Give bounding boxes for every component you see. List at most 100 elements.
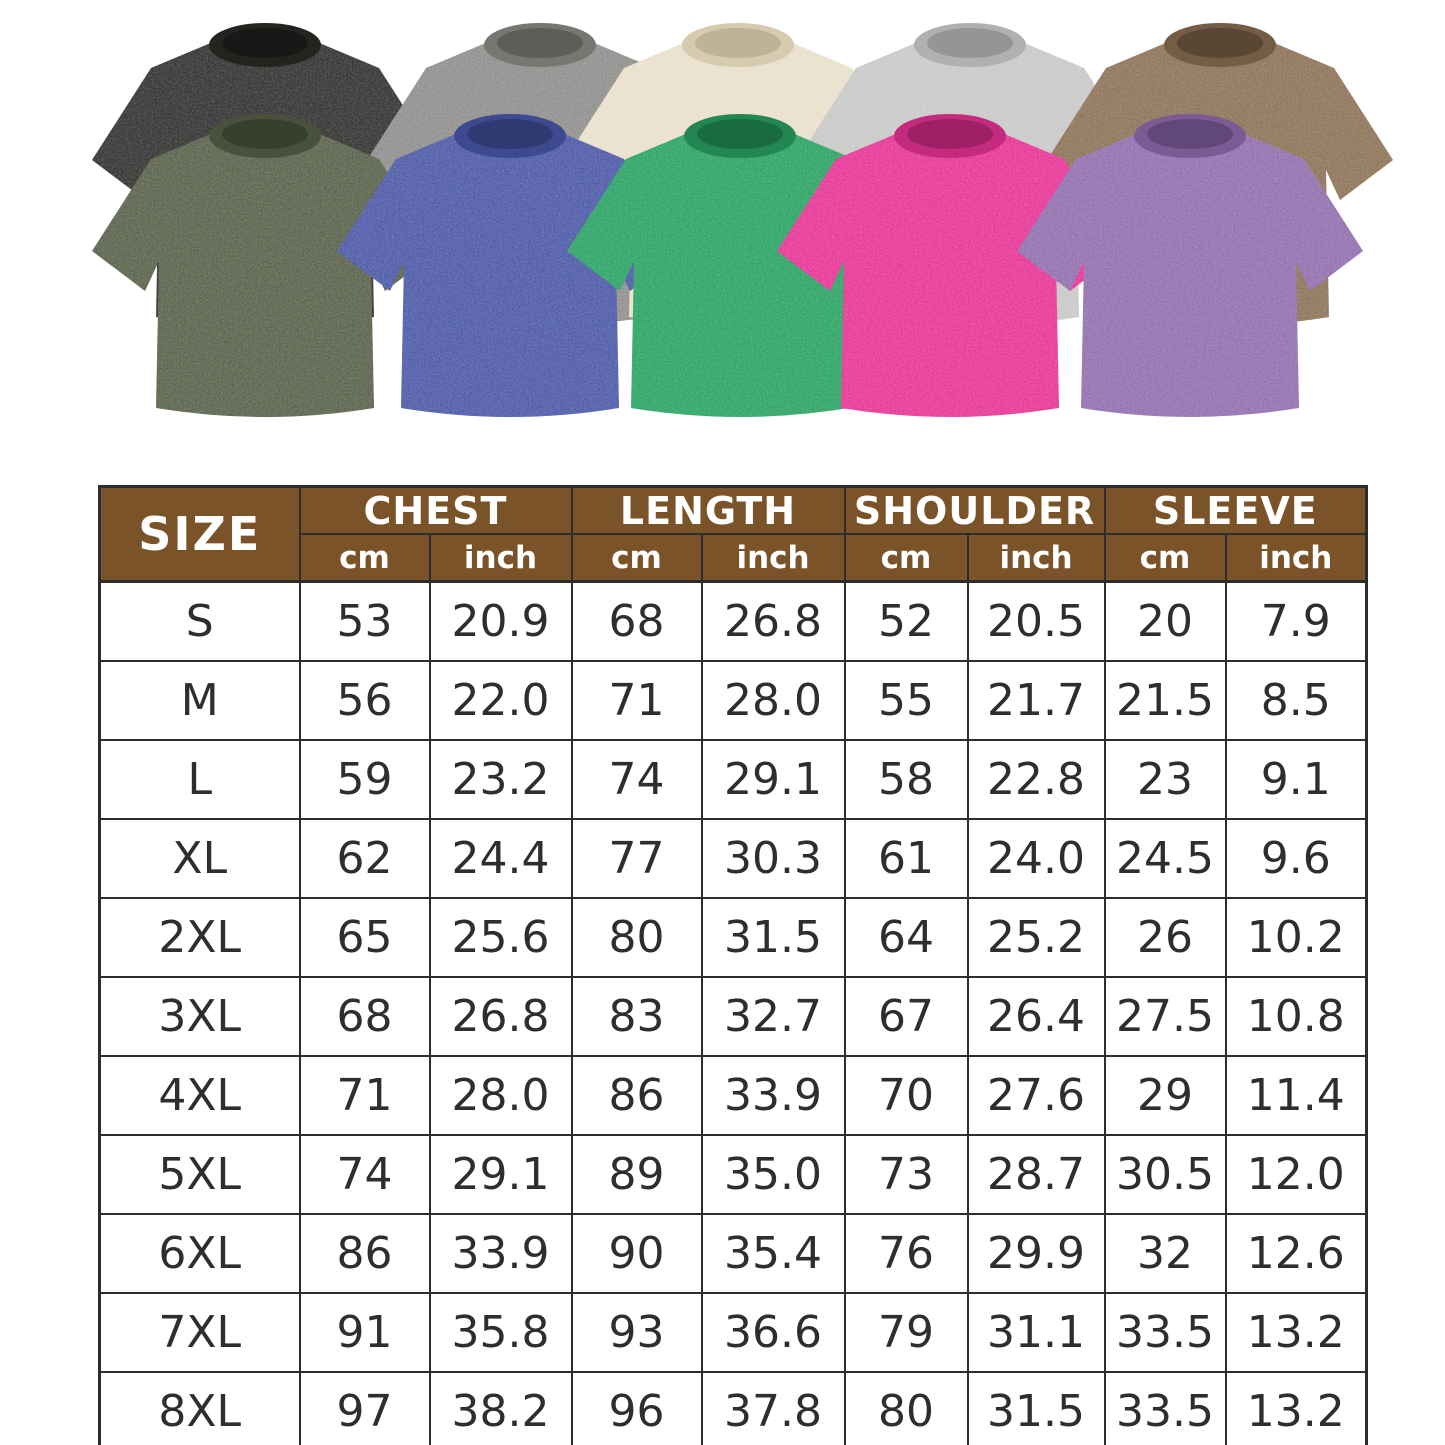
cell-L-shoulder-inch: 22.8 [966,739,1106,820]
size-row-M: M 56 22.0 71 28.0 55 21.7 21.5 8.5 [98,660,1368,741]
cell-4XL-shoulder-cm: 70 [843,1055,969,1136]
header-sleeve: SLEEVE [1103,485,1368,535]
size-label-6XL: 6XL [98,1213,301,1294]
cell-7XL-sleeve-cm: 33.5 [1103,1292,1227,1373]
cell-XL-chest-cm: 62 [298,818,431,899]
tshirt-graphic-washed-black [92,23,438,326]
cell-3XL-length-inch: 32.7 [700,976,846,1057]
cell-S-shoulder-inch: 20.5 [966,580,1106,662]
cell-8XL-shoulder-cm: 80 [843,1371,969,1445]
header-group-row: SIZE CHEST LENGTH SHOULDER SLEEVE [98,485,1368,583]
cell-8XL-chest-inch: 38.2 [428,1371,573,1445]
cell-L-length-inch: 29.1 [700,739,846,820]
cell-S-shoulder-cm: 52 [843,580,969,662]
cell-S-sleeve-inch: 7.9 [1224,580,1368,662]
cell-4XL-chest-cm: 71 [298,1055,431,1136]
cell-2XL-length-cm: 80 [570,897,703,978]
size-chart: SIZE CHEST LENGTH SHOULDER SLEEVE cm inc… [98,485,1369,1445]
size-label-3XL: 3XL [98,976,301,1057]
cell-7XL-chest-inch: 35.8 [428,1292,573,1373]
cell-6XL-length-cm: 90 [570,1213,703,1294]
size-row-6XL: 6XL 86 33.9 90 35.4 76 29.9 32 12.6 [98,1213,1368,1294]
tshirt-gallery [0,0,1445,480]
cell-2XL-sleeve-cm: 26 [1103,897,1227,978]
cell-7XL-sleeve-inch: 13.2 [1224,1292,1368,1373]
header-chest-inch: inch [428,533,573,583]
size-row-4XL: 4XL 71 28.0 86 33.9 70 27.6 29 11.4 [98,1055,1368,1136]
cell-3XL-chest-cm: 68 [298,976,431,1057]
tshirt-graphic-washed-blue [337,114,683,417]
cell-XL-length-cm: 77 [570,818,703,899]
cell-8XL-length-inch: 37.8 [700,1371,846,1445]
size-label-S: S [98,580,301,662]
tshirt-washed-green [560,103,920,439]
cell-3XL-length-cm: 83 [570,976,703,1057]
cell-5XL-chest-cm: 74 [298,1134,431,1215]
cell-5XL-sleeve-inch: 12.0 [1224,1134,1368,1215]
cell-M-shoulder-cm: 55 [843,660,969,741]
cell-M-length-cm: 71 [570,660,703,741]
tshirt-graphic-washed-hot-pink [777,114,1123,417]
cell-M-chest-cm: 56 [298,660,431,741]
tshirt-washed-blue [330,103,690,439]
tshirt-graphic-washed-green [567,114,913,417]
cell-8XL-sleeve-cm: 33.5 [1103,1371,1227,1445]
tshirt-washed-brown [1040,12,1400,348]
cell-M-sleeve-cm: 21.5 [1103,660,1227,741]
header-shoulder-inch: inch [966,533,1106,583]
size-row-3XL: 3XL 68 26.8 83 32.7 67 26.4 27.5 10.8 [98,976,1368,1057]
cell-XL-chest-inch: 24.4 [428,818,573,899]
cell-L-length-cm: 74 [570,739,703,820]
cell-L-chest-cm: 59 [298,739,431,820]
cell-XL-sleeve-inch: 9.6 [1224,818,1368,899]
cell-7XL-length-inch: 36.6 [700,1292,846,1373]
cell-L-sleeve-cm: 23 [1103,739,1227,820]
cell-M-length-inch: 28.0 [700,660,846,741]
header-size: SIZE [98,485,301,583]
header-shoulder-cm: cm [843,533,969,583]
cell-5XL-shoulder-cm: 73 [843,1134,969,1215]
header-length-inch: inch [700,533,846,583]
size-label-M: M [98,660,301,741]
tshirt-washed-black [85,12,445,348]
tshirt-graphic-washed-brown [1047,23,1393,326]
cell-3XL-chest-inch: 26.8 [428,976,573,1057]
cell-4XL-sleeve-cm: 29 [1103,1055,1227,1136]
cell-8XL-shoulder-inch: 31.5 [966,1371,1106,1445]
tshirt-washed-cream [558,12,918,348]
size-row-S: S 53 20.9 68 26.8 52 20.5 20 7.9 [98,580,1368,662]
cell-4XL-sleeve-inch: 11.4 [1224,1055,1368,1136]
cell-M-shoulder-inch: 21.7 [966,660,1106,741]
size-row-L: L 59 23.2 74 29.1 58 22.8 23 9.1 [98,739,1368,820]
tshirt-washed-purple [1010,103,1370,439]
size-row-XL: XL 62 24.4 77 30.3 61 24.0 24.5 9.6 [98,818,1368,899]
cell-3XL-sleeve-cm: 27.5 [1103,976,1227,1057]
tshirt-washed-light-gray [790,12,1150,348]
tshirt-graphic-washed-cream [565,23,911,326]
header-length: LENGTH [570,485,846,535]
cell-2XL-length-inch: 31.5 [700,897,846,978]
size-label-5XL: 5XL [98,1134,301,1215]
cell-7XL-length-cm: 93 [570,1292,703,1373]
cell-L-sleeve-inch: 9.1 [1224,739,1368,820]
cell-4XL-length-inch: 33.9 [700,1055,846,1136]
cell-8XL-sleeve-inch: 13.2 [1224,1371,1368,1445]
header-units-row: cm inch cm inch cm inch cm inch [100,533,1368,583]
cell-M-sleeve-inch: 8.5 [1224,660,1368,741]
header-chest: CHEST [298,485,573,535]
cell-XL-shoulder-cm: 61 [843,818,969,899]
cell-S-sleeve-cm: 20 [1103,580,1227,662]
cell-5XL-sleeve-cm: 30.5 [1103,1134,1227,1215]
cell-8XL-length-cm: 96 [570,1371,703,1445]
size-chart-table: SIZE CHEST LENGTH SHOULDER SLEEVE cm inc… [98,485,1369,1445]
cell-8XL-chest-cm: 97 [298,1371,431,1445]
cell-S-length-cm: 68 [570,580,703,662]
header-chest-cm: cm [298,533,431,583]
cell-S-chest-inch: 20.9 [428,580,573,662]
size-label-2XL: 2XL [98,897,301,978]
cell-6XL-chest-inch: 33.9 [428,1213,573,1294]
size-row-7XL: 7XL 91 35.8 93 36.6 79 31.1 33.5 13.2 [98,1292,1368,1373]
tshirt-graphic-washed-army-green [92,114,438,417]
cell-4XL-shoulder-inch: 27.6 [966,1055,1106,1136]
tshirt-graphic-washed-purple [1017,114,1363,417]
